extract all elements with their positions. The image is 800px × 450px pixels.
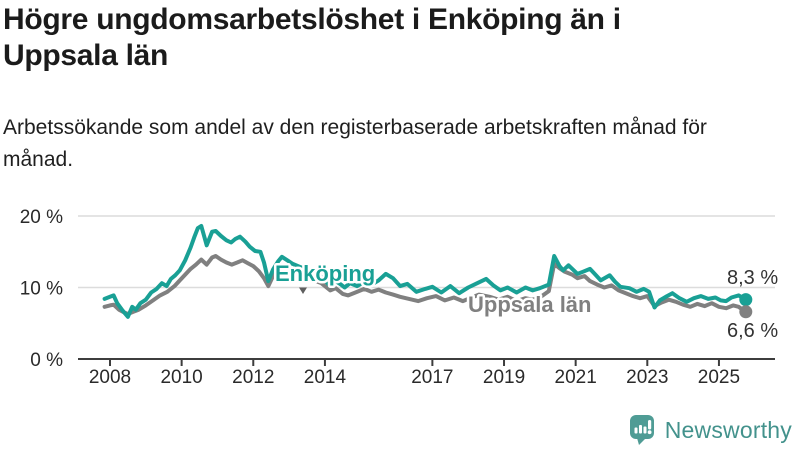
y-axis-label-10: 10 % — [20, 279, 63, 300]
enkoping-label-pointer-icon — [299, 287, 307, 294]
x-axis-label-2023: 2023 — [626, 367, 668, 388]
series-label-enk-ping: Enköping — [275, 261, 375, 286]
x-axis-label-2025: 2025 — [698, 367, 740, 388]
end-value-label-enk-ping: 8,3 % — [727, 267, 778, 289]
x-axis-label-2010: 2010 — [160, 367, 202, 388]
x-axis-label-2008: 2008 — [89, 367, 131, 388]
end-dot-uppsala-l-n — [739, 305, 753, 319]
end-dot-enk-ping — [739, 293, 753, 307]
series-line-uppsala-l-n — [102, 254, 748, 316]
series-label-uppsala-l-n: Uppsala län — [468, 292, 591, 317]
chart-title: Högre ungdomsarbetslöshet i Enköping än … — [3, 3, 621, 72]
x-axis-label-2019: 2019 — [483, 367, 525, 388]
end-value-label-uppsala-l-n: 6,6 % — [727, 320, 778, 342]
x-axis-label-2017: 2017 — [411, 367, 453, 388]
y-axis-label-20: 20 % — [20, 207, 63, 228]
x-axis-label-2014: 2014 — [304, 367, 347, 388]
chart-subtitle: Arbetssökande som andel av den registerb… — [3, 116, 707, 171]
newsworthy-logo-text: Newsworthy — [664, 416, 792, 443]
x-axis-label-2021: 2021 — [555, 367, 597, 388]
newsworthy-logo-icon — [629, 415, 654, 445]
y-axis-label-0: 0 % — [30, 350, 63, 371]
x-axis-label-2012: 2012 — [232, 367, 274, 388]
series-line-enk-ping — [102, 224, 748, 319]
newsworthy-logo[interactable]: Newsworthy — [629, 413, 792, 447]
